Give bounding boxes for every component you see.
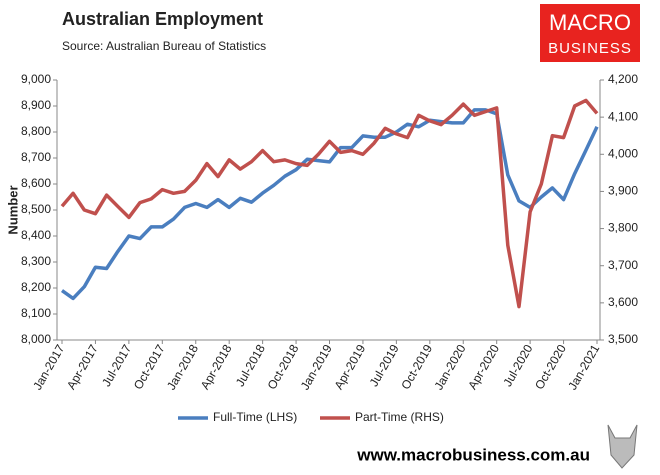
- x-tick-label: Apr-2020: [465, 342, 502, 392]
- y2-tick-label: 3,900: [608, 184, 638, 198]
- logo-text: BUSINESS: [548, 40, 632, 57]
- logo-text: MACRO: [549, 10, 631, 35]
- y2-tick-label: 3,500: [608, 332, 638, 346]
- x-tick-label: Jan-2018: [164, 342, 201, 393]
- chart-title: Australian Employment: [62, 9, 263, 29]
- x-tick-label: Oct-2019: [398, 342, 435, 392]
- y-tick-label: 8,800: [21, 124, 51, 138]
- y-tick-label: 8,900: [21, 98, 51, 112]
- legend-label: Part-Time (RHS): [355, 410, 444, 424]
- y-axis-label: Number: [5, 185, 20, 234]
- x-tick-label: Jul-2020: [500, 342, 535, 389]
- series-line: [60, 108, 599, 301]
- y2-tick-label: 4,000: [608, 146, 638, 160]
- x-tick-label: Oct-2017: [131, 342, 168, 392]
- y-tick-label: 9,000: [21, 72, 51, 86]
- wolf-icon: [607, 424, 638, 469]
- y2-tick-label: 3,800: [608, 221, 638, 235]
- x-tick-label: Apr-2019: [331, 342, 368, 392]
- x-tick-label: Jan-2021: [565, 342, 602, 393]
- y-tick-label: 8,000: [21, 332, 51, 346]
- footer: www.macrobusiness.com.au: [356, 445, 590, 464]
- y-tick-label: 8,500: [21, 202, 51, 216]
- x-tick-label: Oct-2018: [265, 342, 302, 392]
- chart-subtitle: Source: Australian Bureau of Statistics: [62, 39, 266, 53]
- y-tick-label: 8,400: [21, 228, 51, 242]
- x-tick-label: Jan-2017: [30, 342, 67, 393]
- x-tick-label: Jul-2018: [233, 342, 268, 389]
- logo-box: [540, 4, 640, 62]
- series-line: [60, 98, 599, 309]
- y-tick-label: 8,200: [21, 280, 51, 294]
- y2-tick-label: 4,200: [608, 72, 638, 86]
- x-tick-label: Jan-2019: [298, 342, 335, 393]
- x-tick-label: Oct-2020: [532, 342, 569, 392]
- y-tick-label: 8,300: [21, 254, 51, 268]
- x-tick-label: Jan-2020: [431, 342, 468, 393]
- x-tick-label: Jul-2019: [367, 342, 402, 389]
- y2-tick-label: 3,600: [608, 295, 638, 309]
- y-tick-label: 8,100: [21, 306, 51, 320]
- y-tick-label: 8,600: [21, 176, 51, 190]
- legend-label: Full-Time (LHS): [213, 410, 297, 424]
- y2-tick-label: 4,100: [608, 109, 638, 123]
- x-tick-label: Apr-2018: [198, 342, 235, 392]
- y2-tick-label: 3,700: [608, 258, 638, 272]
- y-tick-label: 8,700: [21, 150, 51, 164]
- x-tick-label: Jul-2017: [99, 342, 134, 389]
- x-tick-label: Apr-2017: [64, 342, 101, 392]
